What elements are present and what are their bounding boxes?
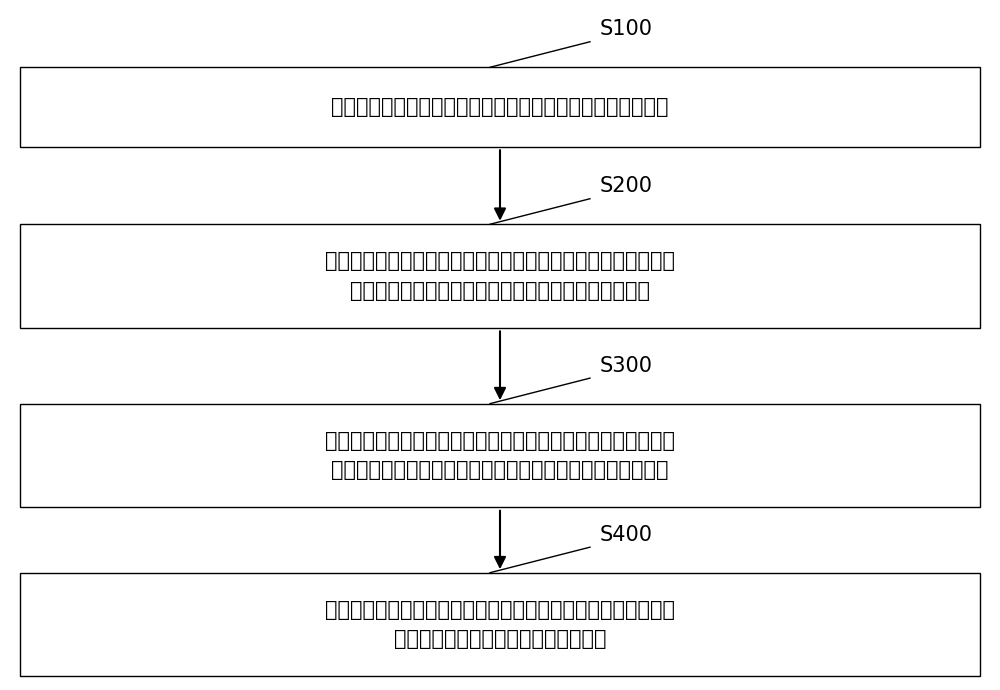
Text: S100: S100: [600, 19, 653, 39]
Text: S400: S400: [600, 525, 653, 544]
Text: 根据头颅测量标尺的刻度间隙和标尺的刻度相位，并结合人体上
颌长度均值计算头颅测量标尺的刻度值: 根据头颅测量标尺的刻度间隙和标尺的刻度相位，并结合人体上 颌长度均值计算头颅测量…: [325, 600, 675, 649]
Text: 根据第二预设算法对头颅测量标尺的位置信息进行噪音处理，获
取在头颅侧位片中头颅测量标尺的刻度间隙和标尺的刻度相位: 根据第二预设算法对头颅测量标尺的位置信息进行噪音处理，获 取在头颅侧位片中头颅测…: [325, 431, 675, 480]
Bar: [20, 404, 980, 507]
Text: S200: S200: [600, 177, 653, 196]
Bar: [20, 67, 980, 147]
Bar: [20, 573, 980, 676]
Text: 在头颅侧位片中根据头颅标志点确定头颅测量标尺的图片信息: 在头颅侧位片中根据头颅标志点确定头颅测量标尺的图片信息: [331, 97, 669, 117]
Text: 根据第一预设算法对头颅测量标尺的图片信息进行数字化处理，
确定头颅测量标尺在所述头颅侧位片中的相对位置信息: 根据第一预设算法对头颅测量标尺的图片信息进行数字化处理， 确定头颅测量标尺在所述…: [325, 251, 675, 301]
Text: S300: S300: [600, 356, 653, 375]
Bar: [20, 224, 980, 328]
